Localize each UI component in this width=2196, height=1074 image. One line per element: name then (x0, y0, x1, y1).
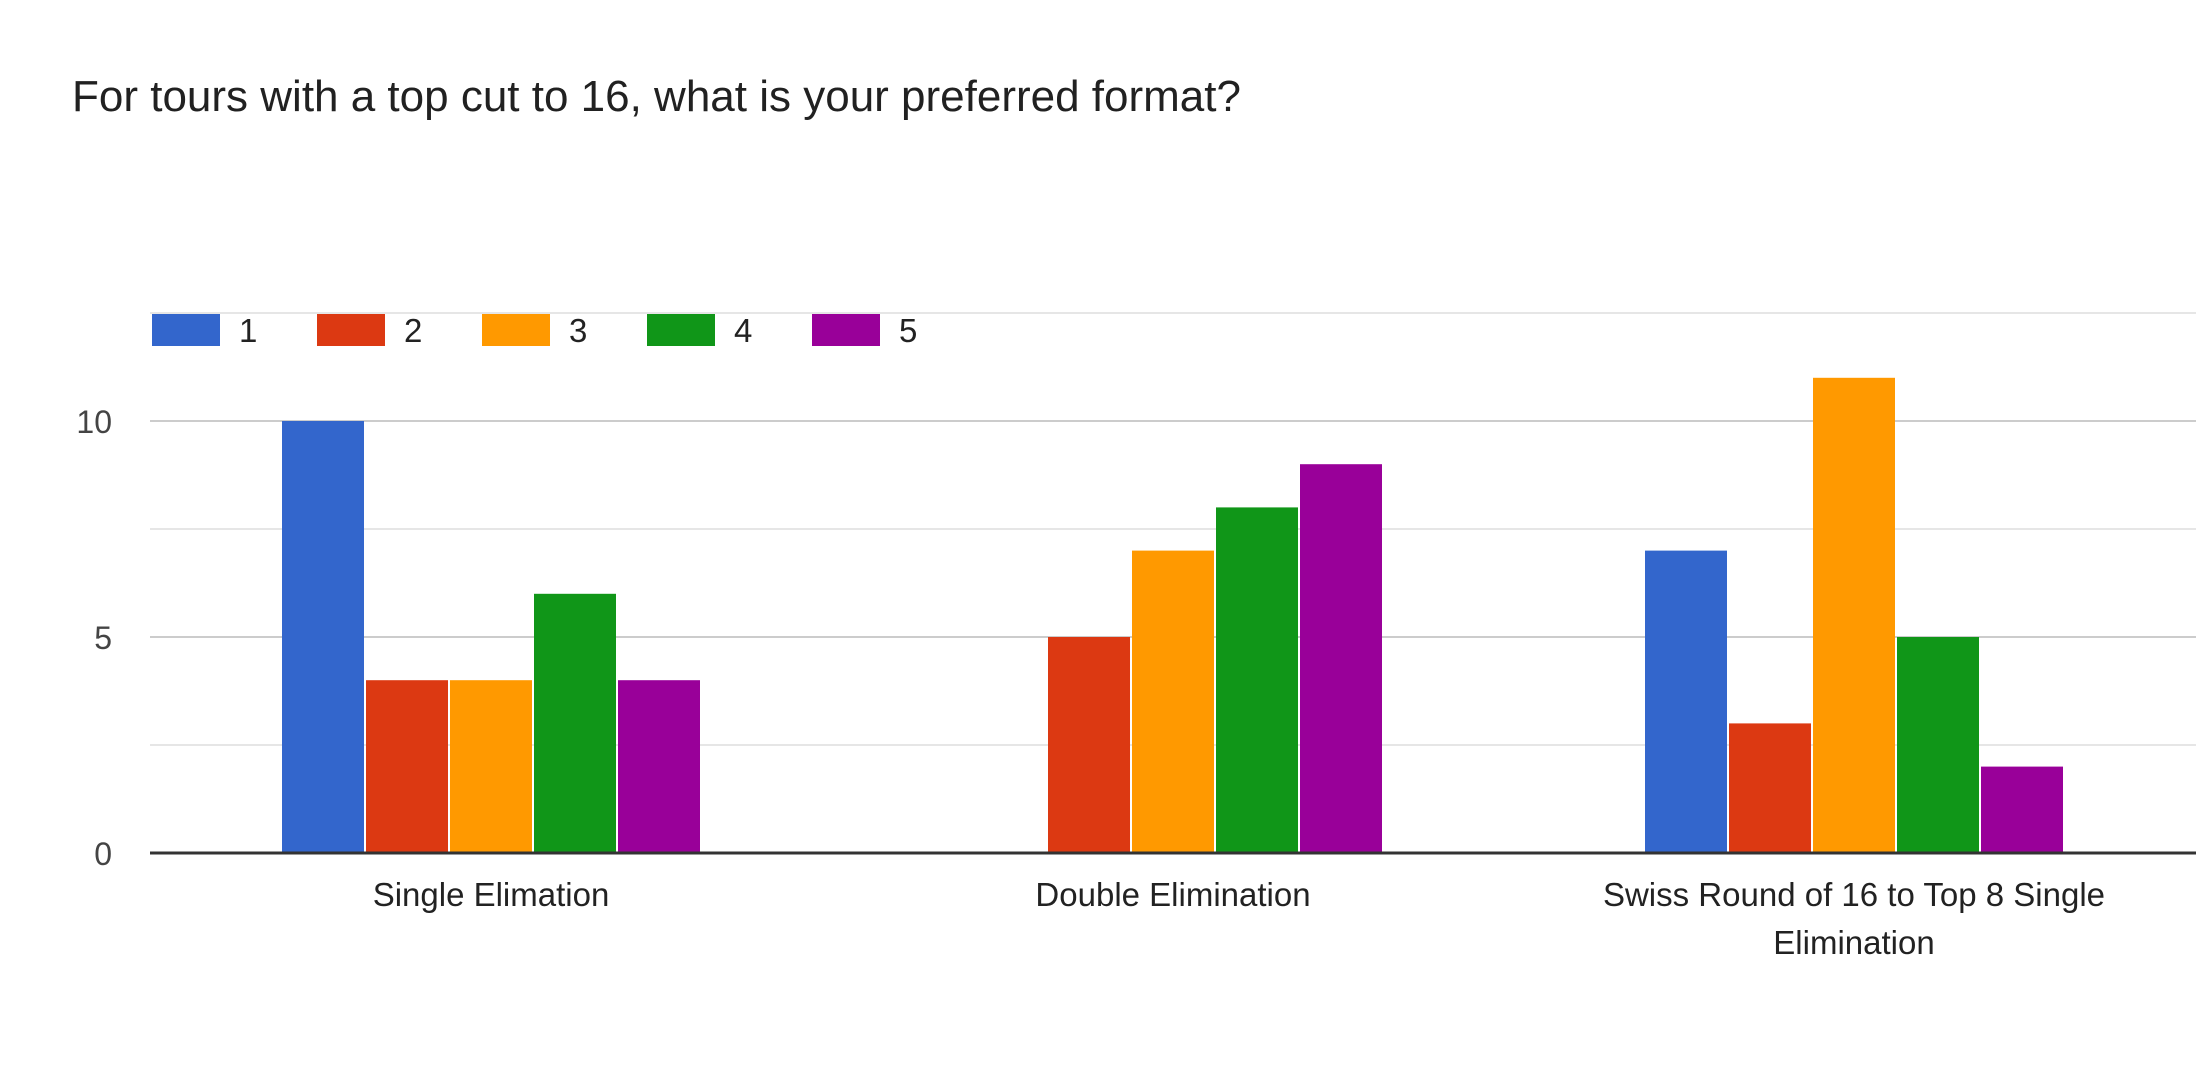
x-category-label: Single Elimation (373, 876, 610, 913)
bar-4-0[interactable] (534, 593, 616, 853)
bars (282, 377, 2063, 853)
bar-3-1[interactable] (1132, 550, 1214, 853)
legend-label-2[interactable]: 2 (404, 312, 422, 349)
bar-5-2[interactable] (1981, 766, 2063, 853)
x-category-label: Swiss Round of 16 to Top 8 Single (1603, 876, 2105, 913)
x-category-label: Elimination (1773, 924, 1934, 961)
x-category-label: Double Elimination (1035, 876, 1310, 913)
legend-swatch-2[interactable] (317, 314, 385, 346)
bar-1-0[interactable] (282, 421, 364, 853)
legend-swatch-1[interactable] (152, 314, 220, 346)
y-tick-label: 5 (94, 620, 112, 656)
legend-swatch-4[interactable] (647, 314, 715, 346)
legend-label-3[interactable]: 3 (569, 312, 587, 349)
axes: 0 5 10 Single Elimation Double Elimination Sw… (76, 404, 2196, 961)
bar-5-1[interactable] (1300, 464, 1382, 853)
bar-3-2[interactable] (1813, 377, 1895, 853)
bar-2-1[interactable] (1048, 637, 1130, 853)
bar-3-0[interactable] (450, 680, 532, 853)
legend-label-1[interactable]: 1 (239, 312, 257, 349)
bar-2-2[interactable] (1729, 723, 1811, 853)
bar-2-0[interactable] (366, 680, 448, 853)
legend-label-4[interactable]: 4 (734, 312, 752, 349)
legend-label-5[interactable]: 5 (899, 312, 917, 349)
bar-1-2[interactable] (1645, 550, 1727, 853)
chart-title: For tours with a top cut to 16, what is … (72, 72, 1241, 121)
y-tick-label: 10 (76, 404, 112, 440)
y-tick-label: 0 (94, 836, 112, 872)
bar-5-0[interactable] (618, 680, 700, 853)
legend-swatch-3[interactable] (482, 314, 550, 346)
bar-4-2[interactable] (1897, 637, 1979, 853)
legend[interactable]: 1 2 3 4 5 (152, 312, 917, 349)
bar-4-1[interactable] (1216, 507, 1298, 853)
legend-swatch-5[interactable] (812, 314, 880, 346)
